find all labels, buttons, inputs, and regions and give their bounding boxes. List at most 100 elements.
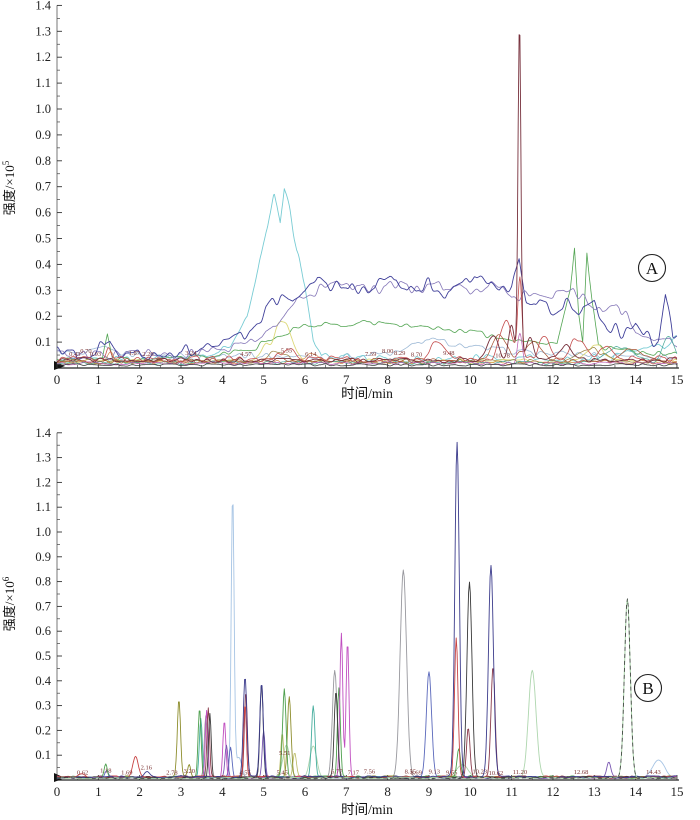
series-cyan-cluster — [56, 188, 678, 364]
series-pale-blue-trace — [56, 337, 677, 361]
y-tick-label: 1.2 — [35, 50, 51, 64]
peak-time-label: 8.70 — [411, 352, 422, 359]
peak-time-label: 0.62 — [77, 770, 88, 777]
series-pale-blue-spike — [56, 504, 677, 779]
series-black-peaks — [57, 581, 678, 779]
peak-time-label: 4.55 — [239, 770, 250, 777]
peak-time-label: 10.62 — [489, 770, 504, 777]
x-axis-label: 时间/min — [341, 386, 393, 401]
x-tick-label: 9 — [426, 784, 433, 799]
y-tick-label: 1.0 — [35, 525, 51, 539]
x-tick-label: 15 — [670, 372, 683, 387]
panel-label-circle — [637, 253, 667, 283]
x-tick-label: 3 — [178, 784, 185, 799]
series-navy-peaks — [57, 441, 677, 779]
y-tick-label: 0.3 — [35, 283, 51, 297]
x-tick-label: 13 — [588, 372, 601, 387]
peak-time-label: 3.20 — [184, 768, 195, 775]
y-tick-label: 0.9 — [35, 550, 51, 564]
y-tick-label: 0.2 — [35, 309, 51, 323]
y-tick-label: 0.8 — [35, 154, 51, 168]
peak-time-label: 2.78 — [166, 770, 177, 777]
series-blue-peaks — [56, 671, 677, 779]
x-tick-label: 12 — [546, 784, 559, 799]
y-tick-label: 1.1 — [35, 500, 51, 514]
x-tick-label: 4 — [219, 372, 226, 387]
peak-time-label: 9.55 — [446, 770, 457, 777]
x-tick-label: 6 — [302, 784, 309, 799]
panel-label-circle — [633, 673, 663, 703]
x-tick-label: 8 — [384, 784, 391, 799]
peak-time-label: 6.77 — [331, 769, 343, 776]
peak-time-label: 0.93 — [90, 351, 101, 358]
x-tick-label: 10 — [464, 372, 477, 387]
x-tick-label: 14 — [629, 784, 643, 799]
peak-time-label: 8.29 — [394, 350, 405, 357]
y-tick-label: 0.6 — [35, 624, 51, 638]
series-green-trace — [56, 247, 678, 364]
y-tick-label: 0.4 — [35, 674, 51, 688]
y-tick-label: 1.1 — [35, 76, 51, 90]
y-tick-label: 0.1 — [35, 748, 51, 762]
x-tick-label: 1 — [95, 372, 102, 387]
peak-time-label: 2.20 — [142, 351, 153, 358]
peak-time-label: 8.55 — [405, 769, 416, 776]
series-red-peaks — [56, 637, 678, 779]
x-tick-label: 7 — [343, 372, 350, 387]
x-tick-label: 3 — [178, 372, 185, 387]
y-axis-label: 强度/×105 — [1, 160, 17, 215]
y-tick-label: 0.7 — [35, 180, 51, 194]
peak-time-label: 7.59 — [365, 351, 376, 358]
y-tick-label: 0.8 — [35, 575, 51, 589]
y-tick-label: 0.7 — [35, 599, 51, 613]
y-tick-label: 0.2 — [35, 723, 51, 737]
panel-label-letter: B — [642, 679, 653, 698]
peak-time-label: 8.00 — [382, 348, 393, 355]
y-tick-label: 0.3 — [35, 699, 51, 713]
series-slate-purple-trace — [57, 280, 678, 361]
peak-time-label: 12.68 — [574, 769, 589, 776]
peak-time-label: 5.45 — [277, 770, 288, 777]
y-axis-label: 强度/×106 — [1, 576, 17, 631]
series-maroon-spike — [56, 34, 678, 364]
x-tick-label: 2 — [136, 784, 143, 799]
series-dashed-black-late — [57, 598, 677, 780]
y-tick-label: 1.2 — [35, 475, 51, 489]
x-axis-label: 时间/min — [341, 802, 393, 817]
x-tick-label: 5 — [260, 784, 267, 799]
chromatogram-panel-a: 0.1 0.2 0.3 0.4 0.5 0.6 0.7 0.8 0.9 1.0 1.1 1.2 1.3 1… — [1, 0, 683, 401]
series-pale-green-late — [56, 598, 677, 780]
x-tick-label: 14 — [629, 372, 643, 387]
x-tick-label: 8 — [384, 372, 391, 387]
peak-time-label: 5.55 — [281, 347, 292, 354]
peak-time-label: 9.13 — [429, 769, 440, 776]
peak-time-label: 10.23 — [472, 769, 487, 776]
peak-time-label: 0.70 — [80, 348, 91, 355]
x-tick-label: 12 — [546, 372, 559, 387]
x-tick-label: 9 — [426, 372, 433, 387]
x-tick-label: 1 — [95, 784, 102, 799]
series-navy-trace — [56, 258, 678, 361]
peak-time-label: 10.78 — [495, 353, 510, 360]
peak-time-label: 1.87 — [129, 350, 141, 357]
y-tick-label: 0.4 — [35, 257, 51, 271]
x-tick-label: 4 — [219, 784, 226, 799]
peak-time-label: 6.14 — [305, 351, 317, 358]
y-tick-label: 1.4 — [35, 0, 51, 12]
x-tick-label: 6 — [302, 372, 309, 387]
x-tick-label: 11 — [505, 784, 518, 799]
peak-time-label: 2.16 — [141, 765, 153, 772]
series-magenta-peaks — [56, 632, 677, 779]
peak-time-label: 0.43 — [69, 351, 80, 358]
peak-time-label: 7.56 — [364, 769, 376, 776]
x-tick-label: 10 — [464, 784, 477, 799]
y-tick-label: 0.6 — [35, 206, 51, 220]
x-tick-label: 13 — [588, 784, 601, 799]
x-tick-label: 11 — [505, 372, 518, 387]
peak-time-label: 9.48 — [443, 350, 454, 357]
series-dark-baseline — [57, 363, 678, 367]
series-gray-peaks — [56, 569, 678, 779]
panel-label-letter: A — [646, 259, 659, 278]
x-tick-label: 0 — [54, 784, 61, 799]
